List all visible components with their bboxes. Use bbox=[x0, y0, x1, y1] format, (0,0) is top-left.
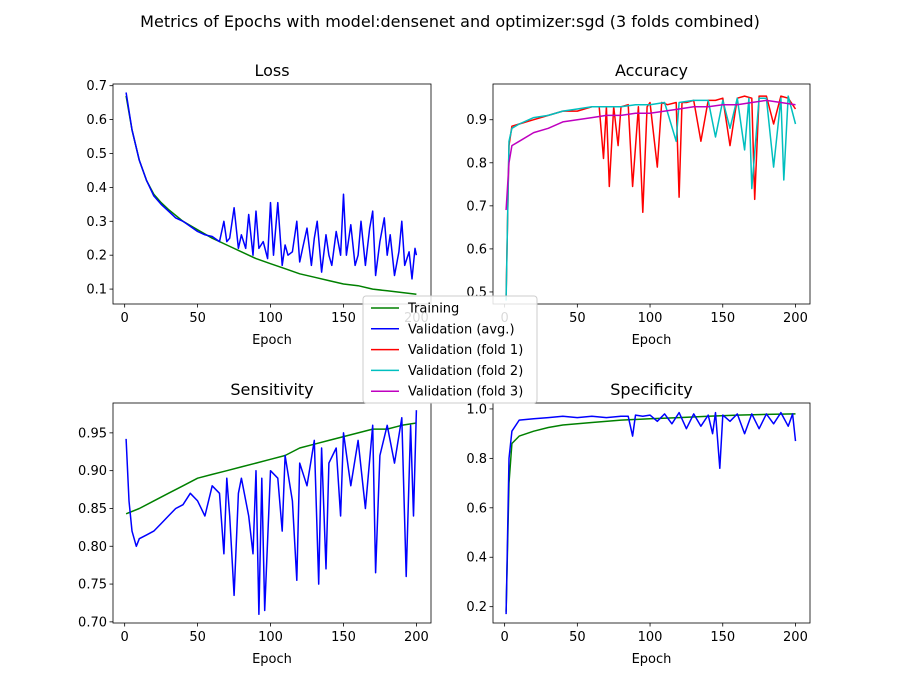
y-tick-label: 0.1 bbox=[86, 283, 107, 298]
legend-entry-label: Training bbox=[407, 302, 459, 317]
y-tick-label: 0.90 bbox=[78, 464, 107, 479]
x-tick-label: 200 bbox=[783, 311, 808, 326]
subplot-specificity: 0 50 100 150 200 0.2 0.4 0.6 0.8 1.0 Specificity Ep… bbox=[466, 380, 811, 667]
y-tick-label: 0.70 bbox=[78, 615, 107, 630]
x-tick-label: 0 bbox=[121, 630, 129, 645]
y-tick-label: 0.95 bbox=[78, 426, 107, 441]
y-tick-label: 0.5 bbox=[86, 147, 107, 162]
series-line-validation-fold-1 bbox=[505, 95, 797, 297]
y-tick-label: 0.8 bbox=[466, 452, 487, 467]
subplot-sensitivity: 0 50 100 150 200 0.70 0.75 0.80 0.85 0.90 0.95 Sens… bbox=[78, 380, 432, 667]
series-line-validation-avg bbox=[125, 410, 418, 616]
y-tick-label: 0.85 bbox=[78, 502, 107, 517]
y-tick-label: 0.4 bbox=[86, 181, 107, 196]
y-tick-label: 0.6 bbox=[466, 242, 487, 257]
x-tick-label: 100 bbox=[638, 630, 663, 645]
series-line-training bbox=[505, 413, 796, 612]
x-tick-label: 150 bbox=[710, 311, 735, 326]
axes-frame bbox=[492, 402, 811, 624]
y-tick-label: 0.6 bbox=[86, 113, 107, 128]
axes-frame bbox=[112, 402, 432, 624]
legend-entry-label: Validation (fold 1) bbox=[408, 343, 523, 358]
x-tick-label: 150 bbox=[710, 630, 735, 645]
legend-entry-label: Validation (avg.) bbox=[408, 322, 515, 337]
x-axis-label: Epoch bbox=[632, 652, 672, 667]
subplot-title: Sensitivity bbox=[230, 380, 313, 399]
legend-entry-label: Validation (fold 2) bbox=[408, 364, 523, 379]
axes-frame bbox=[492, 83, 811, 305]
y-tick-label: 0.6 bbox=[466, 501, 487, 516]
subplot-title: Accuracy bbox=[615, 61, 688, 80]
y-tick-label: 0.7 bbox=[466, 199, 487, 214]
x-tick-label: 100 bbox=[258, 311, 283, 326]
x-tick-label: 150 bbox=[331, 311, 356, 326]
y-tick-label: 0.8 bbox=[466, 156, 487, 171]
axes-frame bbox=[112, 83, 432, 305]
series-line-validation-fold-2 bbox=[505, 95, 797, 301]
legend-box bbox=[362, 295, 538, 404]
x-tick-label: 50 bbox=[189, 311, 206, 326]
y-tick-label: 0.7 bbox=[86, 79, 107, 94]
x-tick-label: 50 bbox=[189, 630, 206, 645]
figure-title: Metrics of Epochs with model:densenet an… bbox=[140, 12, 760, 31]
y-tick-label: 0.75 bbox=[78, 578, 107, 593]
series-line-validation-avg bbox=[505, 411, 797, 615]
x-axis-label: Epoch bbox=[252, 333, 292, 348]
y-tick-label: 0.80 bbox=[78, 540, 107, 555]
y-tick-label: 0.2 bbox=[466, 600, 487, 615]
x-tick-label: 50 bbox=[569, 630, 586, 645]
series-line-validation-avg bbox=[125, 92, 418, 280]
subplot-title: Specificity bbox=[610, 380, 692, 399]
y-tick-label: 0.4 bbox=[466, 551, 487, 566]
x-tick-label: 200 bbox=[404, 630, 429, 645]
subplot-title: Loss bbox=[254, 61, 289, 80]
y-tick-label: 0.3 bbox=[86, 215, 107, 230]
y-tick-label: 0.2 bbox=[86, 249, 107, 264]
x-tick-label: 50 bbox=[569, 311, 586, 326]
y-tick-label: 1.0 bbox=[466, 402, 487, 417]
subplot-grid: 0 50 100 150 200 0.1 0.2 0.3 0.4 0.5 0.6 0.7 Loss Epo… bbox=[78, 61, 811, 667]
x-tick-label: 0 bbox=[500, 630, 508, 645]
y-tick-label: 0.9 bbox=[466, 113, 487, 128]
legend: Training Validation (avg.) Validation (fol… bbox=[362, 295, 538, 404]
x-tick-label: 100 bbox=[638, 311, 663, 326]
x-axis-label: Epoch bbox=[252, 652, 292, 667]
x-tick-label: 100 bbox=[258, 630, 283, 645]
x-tick-label: 0 bbox=[121, 311, 129, 326]
series-line-training bbox=[125, 422, 417, 515]
x-axis-label: Epoch bbox=[632, 333, 672, 348]
legend-entry-label: Validation (fold 3) bbox=[408, 385, 523, 400]
x-tick-label: 200 bbox=[783, 630, 808, 645]
series-line-validation-fold-3 bbox=[505, 99, 796, 211]
x-tick-label: 150 bbox=[331, 630, 356, 645]
series-line-training bbox=[125, 95, 417, 295]
